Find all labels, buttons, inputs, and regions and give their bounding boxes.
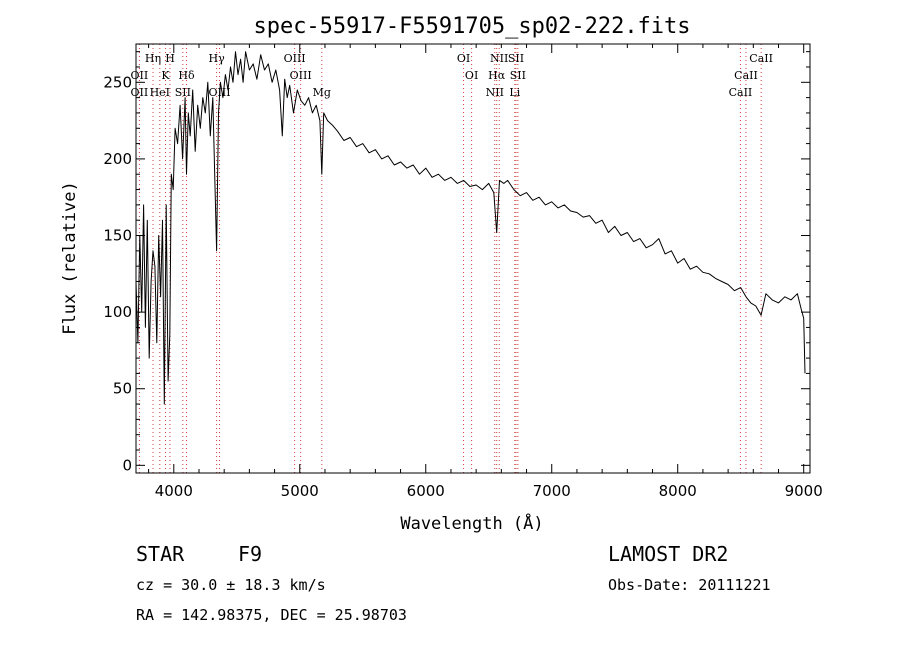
line-label: SII bbox=[510, 69, 526, 82]
survey-name: LAMOST DR2 bbox=[608, 542, 728, 566]
coordinates: RA = 142.98375, DEC = 25.98703 bbox=[136, 606, 407, 624]
axis-ticks: 4000 5000 6000 7000 8000 9000 0 50 100 150 200 250 bbox=[103, 44, 823, 500]
object-subclass: F9 bbox=[238, 542, 262, 566]
line-label: Li bbox=[509, 86, 520, 99]
line-label: OII bbox=[131, 69, 149, 82]
line-label: OI bbox=[457, 52, 470, 65]
line-label: OI bbox=[465, 69, 478, 82]
y-tick-label: 200 bbox=[103, 150, 132, 168]
chart-title: spec-55917-F5591705_sp02-222.fits bbox=[253, 14, 690, 39]
y-tick-label: 100 bbox=[103, 303, 132, 321]
line-label: Hδ bbox=[178, 69, 195, 82]
line-label: Hη bbox=[145, 52, 161, 65]
line-label: Hγ bbox=[209, 52, 226, 65]
line-label: Hα bbox=[488, 69, 506, 82]
spectral-line-markers bbox=[138, 44, 762, 473]
line-label: SII bbox=[508, 52, 524, 65]
plot-frame bbox=[135, 43, 811, 474]
line-label: CaII bbox=[749, 52, 773, 65]
line-label: SII bbox=[175, 86, 191, 99]
x-axis-label: Wavelength (Å) bbox=[400, 512, 543, 534]
observation-date: Obs-Date: 20111221 bbox=[608, 576, 771, 594]
x-tick-label: 8000 bbox=[659, 482, 697, 500]
line-label: Mg bbox=[313, 86, 331, 99]
x-tick-label: 9000 bbox=[785, 482, 823, 500]
x-tick-label: 4000 bbox=[155, 482, 193, 500]
y-tick-label: 50 bbox=[113, 380, 132, 398]
x-tick-label: 6000 bbox=[407, 482, 445, 500]
object-class: STAR bbox=[136, 542, 185, 566]
line-label: H bbox=[165, 52, 175, 65]
y-tick-label: 250 bbox=[103, 73, 132, 91]
line-label: HeI bbox=[150, 86, 170, 99]
line-label: NII bbox=[486, 86, 504, 99]
spectral-line-labels: OIIOIIHηHeIKHSIIHδHγOIIIOIIIOIIIMgOIOINI… bbox=[131, 52, 773, 99]
spectrum-series bbox=[135, 51, 806, 405]
line-label: CaII bbox=[734, 69, 758, 82]
x-tick-label: 7000 bbox=[533, 482, 571, 500]
spectrum-line bbox=[135, 51, 806, 405]
line-label: NII bbox=[490, 52, 508, 65]
redshift-cz: cz = 30.0 ± 18.3 km/s bbox=[136, 576, 326, 594]
line-label: K bbox=[161, 69, 170, 82]
line-label: OIII bbox=[284, 52, 306, 65]
line-label: CaII bbox=[729, 86, 753, 99]
y-tick-label: 0 bbox=[122, 456, 132, 474]
line-label: OIII bbox=[208, 86, 230, 99]
line-label: OII bbox=[131, 86, 149, 99]
x-tick-label: 5000 bbox=[281, 482, 319, 500]
line-label: OIII bbox=[290, 69, 312, 82]
y-axis-label: Flux (relative) bbox=[60, 181, 80, 335]
y-tick-label: 150 bbox=[103, 227, 132, 245]
